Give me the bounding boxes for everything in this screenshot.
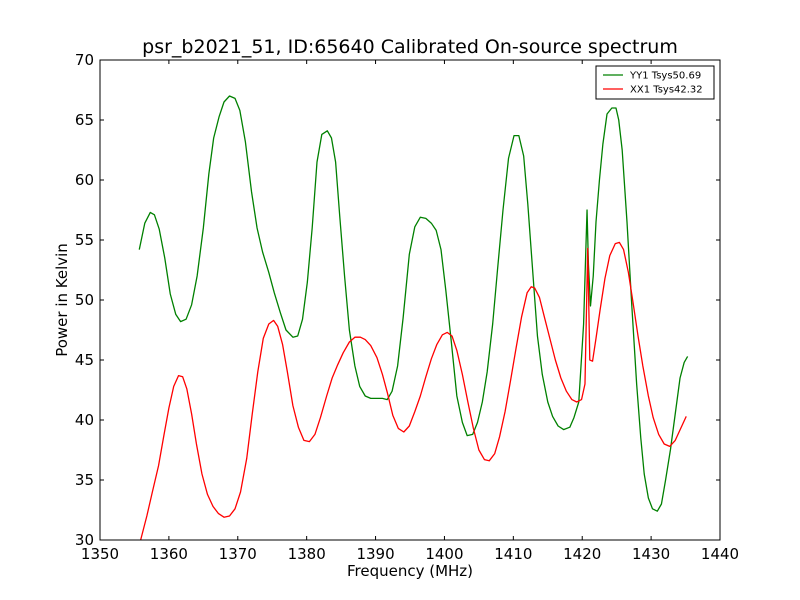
y-tick-label: 35	[75, 471, 94, 489]
y-tick-label: 45	[75, 351, 94, 369]
x-tick-label: 1380	[288, 545, 326, 563]
y-tick-label: 40	[75, 411, 94, 429]
y-axis-label: Power in Kelvin	[53, 243, 71, 357]
x-axis-label: Frequency (MHz)	[347, 562, 473, 580]
x-tick-label: 1430	[632, 545, 670, 563]
x-tick-label: 1390	[356, 545, 394, 563]
legend-label-xx1: XX1 Tsys42.32	[630, 85, 703, 96]
y-tick-label: 70	[75, 51, 94, 69]
x-tick-label: 1400	[425, 545, 463, 563]
y-tick-label: 30	[75, 531, 94, 549]
legend: YY1 Tsys50.69 XX1 Tsys42.32	[595, 65, 715, 100]
y-tick-label: 50	[75, 291, 94, 309]
legend-box	[595, 65, 715, 100]
series-line-0	[138, 95, 689, 512]
x-tick-label: 1360	[150, 545, 188, 563]
series-layer	[138, 95, 689, 540]
x-tick-label: 1440	[701, 545, 739, 563]
series-line-1	[140, 241, 687, 540]
x-tick-label: 1370	[219, 545, 257, 563]
y-tick-label: 65	[75, 111, 94, 129]
y-tick-label: 60	[75, 171, 94, 189]
x-axis-ticks: 1350 1360 1370 1380 1390 1400 1410 1420 1430 1440	[81, 60, 739, 563]
x-tick-label: 1350	[81, 545, 119, 563]
x-tick-label: 1410	[494, 545, 532, 563]
legend-label-yy1: YY1 Tsys50.69	[629, 71, 701, 82]
y-axis-ticks: 30 35 40 45 50 55 60 65 70	[75, 51, 720, 549]
y-tick-label: 55	[75, 231, 94, 249]
chart-title: psr_b2021_51, ID:65640 Calibrated On-sou…	[142, 36, 678, 58]
x-tick-label: 1420	[563, 545, 601, 563]
